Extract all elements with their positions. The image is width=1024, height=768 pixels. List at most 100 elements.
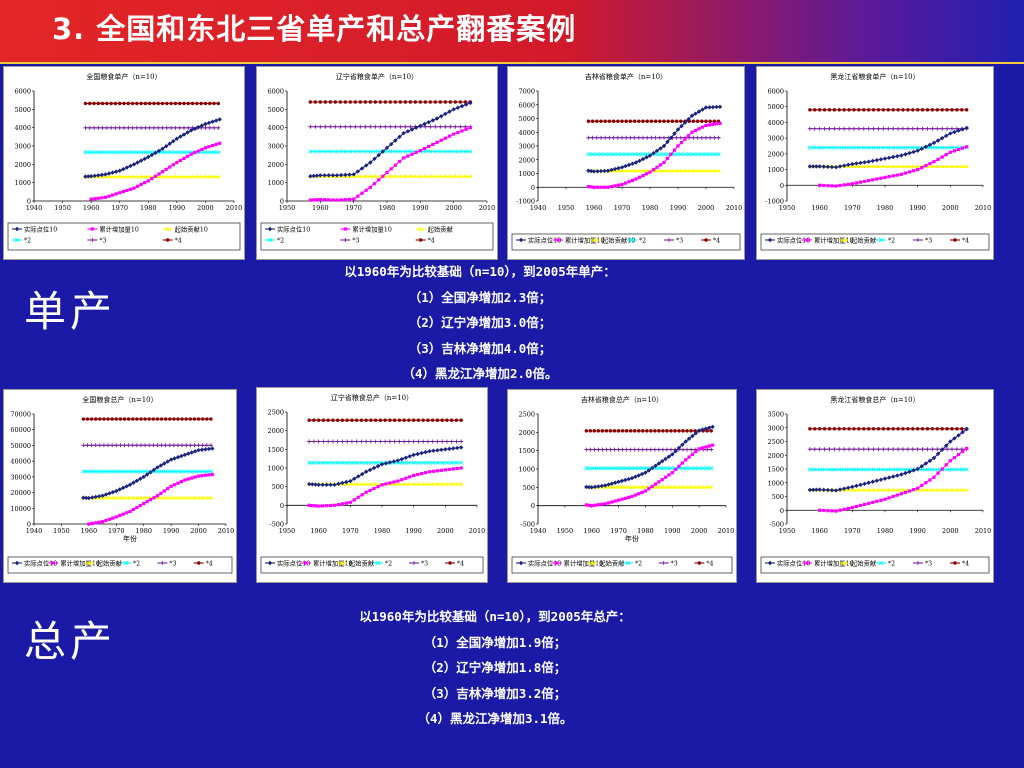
times-2-line-point [881,467,886,472]
cumulative-series-point [707,444,711,448]
actual-series-point [419,450,424,456]
times-2-line-point [179,469,185,474]
actual-series-point [413,125,419,130]
actual-series-point [188,128,194,133]
times-2-line-point [87,150,92,155]
actual-series-point [430,118,436,123]
y-tick-label: 3000 [767,424,784,432]
times-2-line-point [155,469,160,474]
x-tick-label: 1960 [583,527,600,535]
times-4-line-point [592,429,597,433]
actual-series-point [324,482,329,487]
times-4-line-point [196,417,201,421]
cumulative-series-point [193,151,197,155]
times-3-line-point [915,447,920,452]
cumulative-series-point [168,165,172,169]
times-4-line-point [440,418,444,422]
times-3-line-point [871,447,876,452]
times-2-line-point [134,469,139,474]
actual-series-point [717,104,723,110]
legend-marker [448,561,452,565]
times-2-line-point [458,149,463,154]
cumulative-series-point [683,137,687,141]
times-4-line-point [708,119,712,123]
actual-series-point [427,449,432,454]
cumulative-series-point [944,153,948,157]
x-tick-label: 1960 [811,204,828,212]
cumulative-series-point [711,122,715,126]
y-tick-label: 1500 [267,446,284,454]
y-tick-label: 4000 [267,124,284,132]
start-contribution-line-point [418,174,423,178]
times-4-line-point [945,427,949,431]
y-tick-label: -500 [269,521,284,529]
times-3-line-point [590,135,595,140]
times-2-line-point [688,466,694,471]
actual-series-point [846,485,851,490]
legend-marker [697,561,702,565]
times-4-line-point [430,418,435,422]
times-3-line-point [216,125,221,130]
start-contribution-line-point [173,174,178,179]
actual-series-point [391,459,397,464]
times-2-line-point [93,469,98,474]
times-4-line-point [313,100,318,104]
legend-label: 累计增加量10 [564,559,604,568]
times-3-line-point [354,439,359,444]
legend-marker [418,226,423,231]
legend-marker [165,238,170,242]
actual-series-point [435,448,440,453]
start-contribution-line-point [624,484,629,489]
cumulative-series-point [613,184,617,188]
y-tick-label: -500 [520,521,535,529]
times-2-line-point [364,460,369,465]
actual-series-point [393,138,398,143]
start-contribution-line-point [691,168,696,173]
start-contribution-line-point [108,174,114,179]
times-3-line-point [866,447,871,452]
legend-label: *2 [24,238,31,245]
times-3-line-point [408,124,413,129]
cumulative-series-point [176,481,180,485]
times-4-line-point [416,418,421,422]
start-contribution-line-point [109,495,115,500]
cumulative-series-point [107,194,111,198]
times-3-line-point [338,124,343,129]
times-4-line-point [950,427,954,431]
times-4-line-point [307,418,311,422]
start-contribution-line-point [959,487,964,492]
x-tick-label: 1950 [279,204,296,212]
actual-series-point [185,130,190,135]
times-2-line-point [363,149,368,154]
times-4-line-point [901,427,905,431]
times-3-line-point [712,135,717,140]
legend-label: *3 [925,561,932,568]
times-4-line-point [131,417,135,421]
legend-marker [916,238,920,242]
cumulative-series-point [110,193,115,197]
times-4-line-point [641,119,645,123]
start-contribution-line-point [851,164,857,169]
legend-marker [916,561,920,565]
cumulative-series-point [846,506,850,510]
times-2-line-point [661,152,667,157]
cumulative-series-point [360,191,364,195]
legend-box [260,222,494,251]
actual-series-point [179,453,184,459]
times-2-line-point [444,460,450,465]
y-tick-label: 0 [780,507,784,515]
cumulative-series-point [343,198,347,202]
actual-series-point [106,171,112,176]
x-axis-label: 年份 [123,534,137,543]
total-summary-line: （3）吉林净增加3.2倍； [423,685,567,701]
times-2-line-point [600,466,605,471]
start-contribution-line-point [177,174,182,179]
times-3-line-point [411,439,416,444]
start-contribution-line-point [692,484,698,489]
times-2-line-point [699,152,704,157]
legend-box [760,233,990,251]
x-tick-label: 1980 [637,527,654,535]
times-4-line-point [689,429,693,433]
actual-series-point [360,471,365,477]
times-3-line-point [837,447,842,452]
